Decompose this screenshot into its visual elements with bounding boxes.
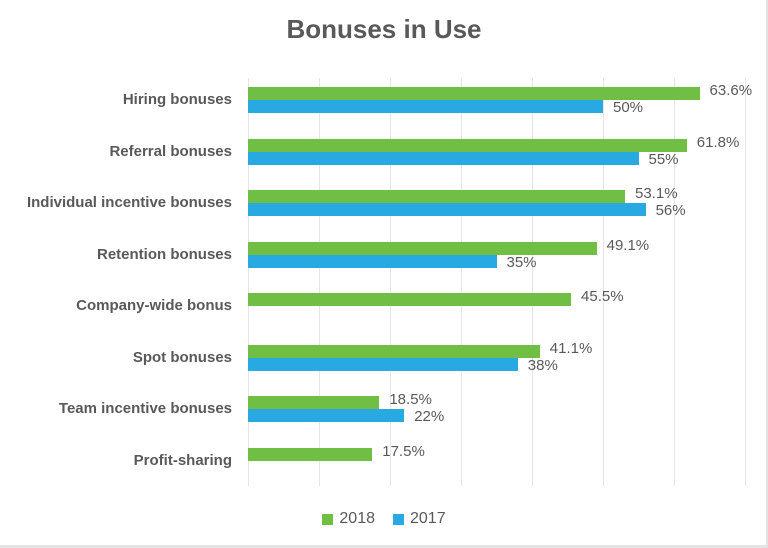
bar-2017[interactable] xyxy=(248,357,518,371)
bar-2018[interactable] xyxy=(248,138,687,152)
data-label: 18.5% xyxy=(389,391,432,408)
data-label: 55% xyxy=(648,150,679,168)
category-label: Individual incentive bonuses xyxy=(26,194,232,211)
data-label: 49.1% xyxy=(606,236,650,254)
bar-2018[interactable] xyxy=(248,447,373,461)
gridline xyxy=(461,78,462,486)
bar-2017[interactable] xyxy=(248,409,405,422)
category-label: Hiring bonuses xyxy=(122,91,232,108)
category-label: Spot bonuses xyxy=(132,348,232,366)
legend-label: 2018 xyxy=(339,510,375,527)
data-label: 17.5% xyxy=(382,442,425,460)
data-label: 53.1% xyxy=(635,185,678,202)
bar-2018[interactable] xyxy=(248,396,380,409)
bar-2017[interactable] xyxy=(248,203,646,216)
bar-2017[interactable] xyxy=(248,151,639,165)
gridline xyxy=(390,78,391,486)
bar-2017[interactable] xyxy=(248,100,603,113)
data-label: 45.5% xyxy=(581,288,624,305)
data-label: 38% xyxy=(527,356,558,374)
legend-swatch-2017 xyxy=(393,513,404,525)
gridline xyxy=(248,78,249,486)
gridline xyxy=(532,78,533,486)
category-label: Referral bonuses xyxy=(109,142,232,160)
legend-item-2018[interactable]: 2018 xyxy=(322,510,375,528)
gridline xyxy=(745,78,746,486)
legend: 2018 2017 xyxy=(0,510,768,528)
bar-2018[interactable] xyxy=(248,190,625,203)
gridline xyxy=(603,78,604,486)
bar-2017[interactable] xyxy=(248,254,497,268)
category-label: Retention bonuses xyxy=(96,245,232,263)
gridline xyxy=(319,78,320,486)
bar-2018[interactable] xyxy=(248,344,540,358)
chart-title: Bonuses in Use xyxy=(286,14,482,44)
category-label: Profit-sharing xyxy=(133,451,232,469)
data-label: 61.8% xyxy=(696,133,740,151)
legend-label: 2017 xyxy=(410,510,446,527)
legend-swatch-2018 xyxy=(322,513,334,525)
data-label: 50% xyxy=(613,99,644,116)
data-label: 56% xyxy=(655,202,686,219)
category-label: Team incentive bonuses xyxy=(58,400,232,417)
bar-2018[interactable] xyxy=(248,293,572,306)
data-label: 35% xyxy=(506,253,537,271)
category-label: Company-wide bonus xyxy=(76,297,232,314)
bar-2018[interactable] xyxy=(248,87,700,100)
bar-2018[interactable] xyxy=(248,241,597,255)
data-label: 22% xyxy=(414,408,445,425)
data-label: 63.6% xyxy=(709,82,753,99)
data-label: 41.1% xyxy=(549,339,593,357)
gridline xyxy=(674,78,675,486)
legend-item-2017[interactable]: 2017 xyxy=(393,510,446,528)
